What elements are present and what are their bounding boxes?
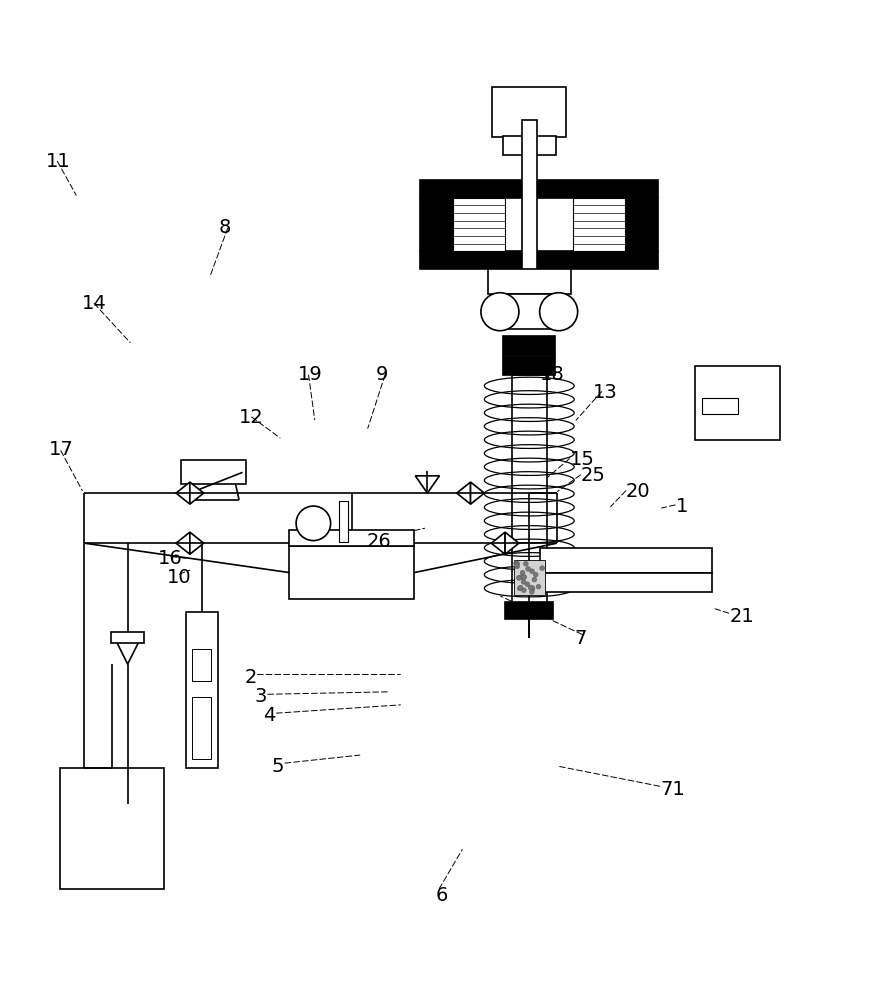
Circle shape: [521, 588, 527, 593]
Bar: [420, 198, 453, 251]
Text: 9: 9: [376, 365, 388, 384]
Bar: [193, 697, 211, 759]
Polygon shape: [457, 482, 471, 504]
Polygon shape: [190, 482, 204, 504]
Circle shape: [523, 561, 528, 566]
Bar: [420, 251, 658, 269]
Bar: [339, 501, 348, 542]
Text: 21: 21: [730, 607, 754, 626]
Circle shape: [540, 293, 577, 331]
Circle shape: [296, 506, 330, 541]
Circle shape: [536, 584, 541, 589]
Text: 4: 4: [263, 706, 276, 725]
Bar: [503, 336, 555, 355]
Text: 26: 26: [367, 532, 392, 551]
Circle shape: [532, 577, 537, 582]
Bar: [702, 398, 739, 414]
Bar: [573, 198, 625, 251]
Bar: [181, 460, 246, 484]
Circle shape: [521, 579, 526, 584]
Circle shape: [530, 586, 535, 590]
Bar: [420, 180, 658, 198]
Text: 20: 20: [626, 482, 651, 501]
Polygon shape: [176, 482, 190, 504]
Text: 12: 12: [239, 408, 264, 427]
Bar: [453, 198, 505, 251]
Text: 25: 25: [581, 466, 606, 485]
Bar: [290, 530, 414, 546]
Bar: [512, 375, 547, 604]
Circle shape: [526, 566, 530, 571]
Circle shape: [521, 575, 527, 579]
Bar: [625, 198, 658, 251]
Circle shape: [521, 570, 525, 575]
Text: 11: 11: [45, 152, 71, 171]
Text: 15: 15: [570, 450, 595, 469]
Bar: [695, 366, 780, 440]
Bar: [502, 136, 556, 155]
Circle shape: [514, 561, 520, 566]
Text: 71: 71: [661, 780, 685, 799]
Text: 13: 13: [593, 383, 618, 402]
Text: 17: 17: [49, 440, 74, 459]
Text: 1: 1: [676, 497, 689, 516]
Circle shape: [516, 575, 521, 580]
Bar: [521, 120, 537, 273]
Bar: [492, 87, 567, 137]
Text: 3: 3: [255, 687, 267, 706]
Circle shape: [514, 564, 520, 569]
Circle shape: [525, 582, 530, 587]
Text: 6: 6: [436, 886, 448, 905]
Text: 16: 16: [158, 549, 182, 568]
Bar: [504, 294, 555, 329]
Text: 18: 18: [540, 365, 564, 384]
Text: 8: 8: [218, 218, 231, 237]
Circle shape: [534, 572, 538, 577]
Bar: [60, 768, 164, 889]
Polygon shape: [115, 638, 140, 664]
Text: 7: 7: [574, 629, 587, 648]
Text: 5: 5: [272, 757, 284, 776]
Circle shape: [514, 561, 519, 566]
Circle shape: [530, 587, 535, 591]
Bar: [193, 649, 211, 681]
Bar: [540, 573, 712, 592]
Bar: [505, 602, 554, 619]
Circle shape: [521, 575, 527, 580]
Circle shape: [517, 586, 522, 591]
Bar: [487, 269, 571, 294]
Bar: [186, 612, 218, 768]
Polygon shape: [415, 476, 439, 493]
Polygon shape: [491, 532, 505, 554]
Polygon shape: [505, 532, 519, 554]
Bar: [503, 356, 555, 375]
Bar: [514, 560, 545, 595]
Circle shape: [514, 563, 519, 567]
Polygon shape: [176, 532, 190, 554]
Bar: [540, 548, 712, 573]
Bar: [112, 632, 144, 643]
Polygon shape: [190, 532, 204, 554]
Polygon shape: [471, 482, 484, 504]
Circle shape: [540, 566, 544, 571]
Text: 14: 14: [82, 294, 106, 313]
Text: 10: 10: [167, 568, 191, 587]
Circle shape: [529, 589, 535, 594]
Text: 2: 2: [244, 668, 256, 687]
Circle shape: [481, 293, 519, 331]
Bar: [290, 546, 414, 599]
Circle shape: [529, 569, 535, 574]
Circle shape: [519, 575, 523, 580]
Text: 19: 19: [298, 365, 323, 384]
Circle shape: [518, 585, 523, 590]
Circle shape: [528, 585, 533, 590]
